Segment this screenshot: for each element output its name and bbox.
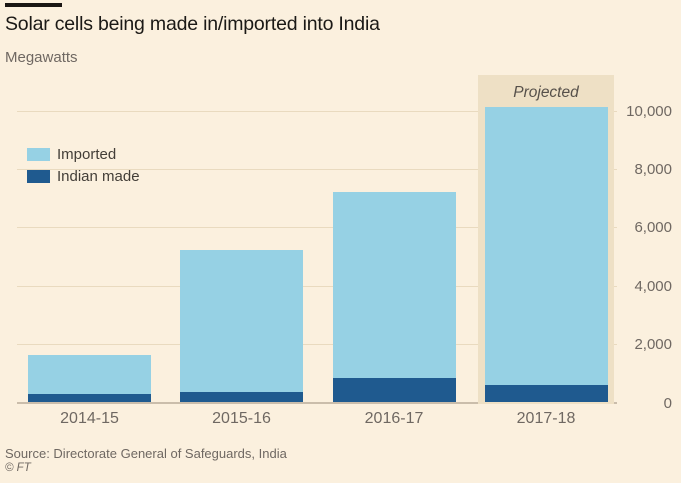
y-tick-label: 8,000 (634, 160, 672, 178)
legend-swatch-icon (27, 170, 50, 183)
y-tick-label: 2,000 (634, 336, 672, 354)
bar-2014-15-imported (28, 355, 151, 394)
legend-label: Indian made (57, 168, 140, 185)
gridline-8000 (17, 168, 617, 170)
legend-item: Imported (27, 146, 140, 163)
x-tick-label: 2016-17 (364, 410, 424, 427)
bar-2014-15-indian-made (28, 393, 151, 402)
x-tick-label: 2017-18 (516, 410, 576, 427)
bar-2015-16-indian-made (180, 392, 303, 402)
x-tick-label: 2015-16 (212, 410, 271, 427)
bar-2015-16-imported (180, 250, 303, 393)
bar-2017-18-indian-made (484, 385, 608, 402)
legend-swatch-icon (27, 148, 50, 161)
legend: Imported Indian made (27, 146, 140, 190)
gridline-10000 (17, 110, 617, 112)
x-tick-label: 2014-15 (60, 410, 119, 427)
chart-subtitle: Megawatts (5, 49, 78, 66)
ft-copyright: © FT (5, 462, 31, 474)
title-accent-bar (5, 3, 62, 7)
source-note: Source: Directorate General of Safeguard… (5, 446, 287, 461)
gridline-4000 (17, 285, 617, 287)
gridline-2000 (17, 344, 617, 346)
legend-item: Indian made (27, 168, 140, 185)
legend-label: Imported (57, 146, 117, 163)
y-tick-label: 0 (663, 394, 672, 412)
gridline-6000 (17, 227, 617, 229)
y-tick-label: 10,000 (626, 102, 672, 120)
y-tick-label: 4,000 (634, 277, 672, 295)
y-tick-label: 6,000 (634, 219, 672, 237)
bar-2016-17-indian-made (332, 378, 456, 402)
bar-2016-17-imported (332, 191, 456, 379)
bar-2017-18-imported (484, 107, 608, 386)
chart-title: Solar cells being made in/imported into … (5, 13, 380, 35)
x-axis-line (17, 402, 617, 404)
projected-label: Projected (513, 84, 579, 101)
